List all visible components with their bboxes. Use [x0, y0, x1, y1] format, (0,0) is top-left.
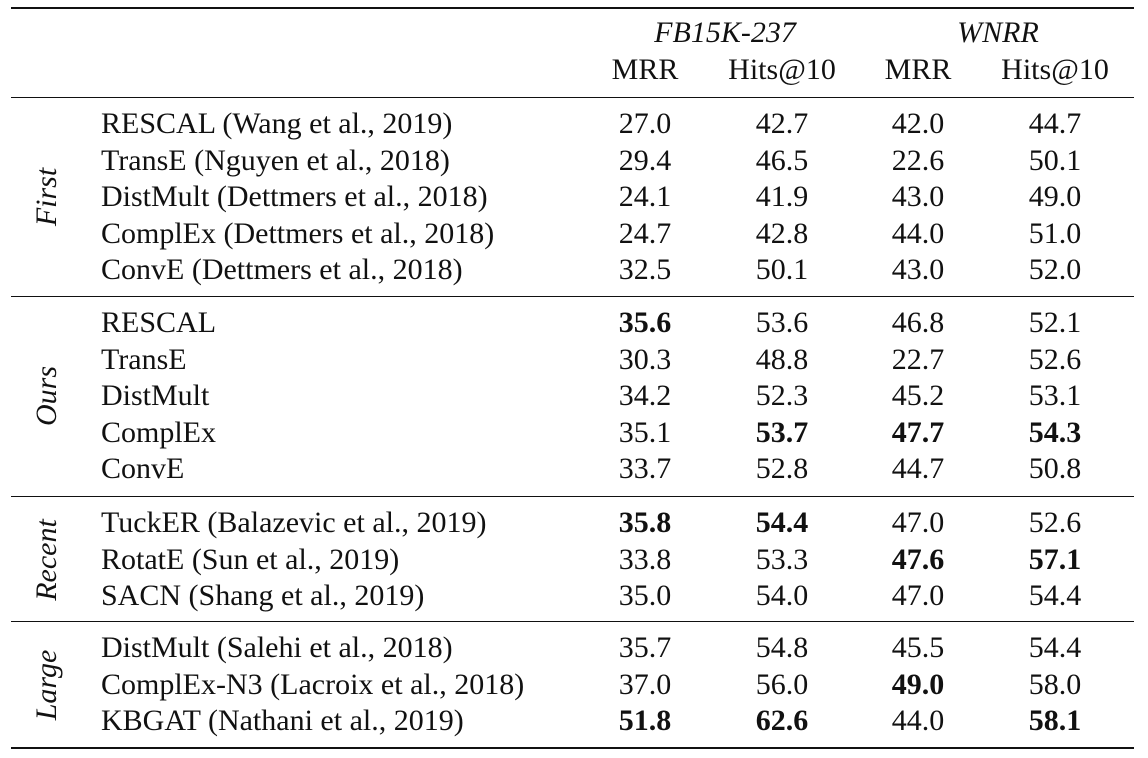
column-header-wn-hits10: Hits@10	[1001, 53, 1109, 86]
metric-cell: 52.8	[755, 452, 809, 485]
metric-cell: 45.2	[891, 379, 945, 412]
model-name: TuckER (Balazevic et al., 2019)	[101, 506, 487, 539]
metric-cell: 47.0	[891, 506, 945, 539]
metric-cell: 50.1	[755, 253, 809, 286]
metric-cell: 33.8	[618, 542, 672, 576]
metric-cell: 44.0	[891, 704, 945, 737]
metric-cell: 54.3	[1028, 415, 1082, 449]
metric-cell: 34.2	[618, 379, 672, 412]
metric-cell: 52.1	[1028, 306, 1082, 339]
metric-cell: 54.4	[755, 506, 809, 539]
group-label: First	[30, 168, 63, 227]
metric-cell: 54.8	[755, 631, 809, 664]
metric-cell: 53.7	[755, 415, 809, 449]
metric-cell: 35.1	[618, 415, 672, 449]
metric-cell: 47.0	[891, 579, 945, 612]
model-name: SACN (Shang et al., 2019)	[101, 579, 425, 612]
metric-cell: 56.0	[755, 667, 809, 701]
metric-cell: 57.1	[1028, 542, 1082, 576]
metric-cell: 35.7	[618, 631, 672, 664]
model-name: DistMult (Salehi et al., 2018)	[101, 631, 453, 664]
top-rule	[11, 7, 1134, 9]
column-header-fb-hits10: Hits@10	[728, 53, 836, 86]
column-header-wn-mrr: MRR	[884, 53, 952, 86]
metric-cell: 35.8	[618, 506, 672, 539]
model-name: ComplEx (Dettmers et al., 2018)	[101, 216, 495, 250]
dataset-header-fb15k237: FB15K-237	[654, 16, 796, 49]
metric-cell: 47.7	[891, 415, 945, 449]
metric-cell: 50.1	[1028, 143, 1082, 177]
metric-cell: 35.0	[618, 579, 672, 612]
model-name: RESCAL (Wang et al., 2019)	[101, 107, 453, 140]
metric-cell: 54.4	[1028, 579, 1082, 612]
metric-cell: 47.6	[891, 542, 945, 576]
metric-cell: 22.7	[891, 342, 945, 376]
metric-cell: 44.7	[1028, 107, 1082, 140]
model-name: ComplEx	[101, 415, 217, 449]
metric-cell: 45.5	[891, 631, 945, 664]
metric-cell: 29.4	[618, 143, 672, 177]
metric-cell: 49.0	[1028, 180, 1082, 213]
metric-cell: 42.8	[755, 216, 809, 250]
metric-cell: 51.8	[618, 704, 672, 737]
metric-cell: 42.0	[891, 107, 945, 140]
metric-cell: 43.0	[891, 180, 945, 213]
group-rule	[11, 97, 1134, 99]
metric-cell: 41.9	[755, 180, 809, 213]
metric-cell: 58.1	[1028, 704, 1082, 737]
metric-cell: 35.6	[618, 306, 672, 339]
model-name: RESCAL	[101, 306, 217, 339]
metric-cell: 42.7	[755, 107, 809, 140]
metric-cell: 54.0	[755, 579, 809, 612]
metric-cell: 53.6	[755, 306, 809, 339]
metric-cell: 49.0	[891, 667, 945, 701]
metric-cell: 46.8	[891, 306, 945, 339]
metric-cell: 46.5	[755, 143, 809, 177]
metric-cell: 44.7	[891, 452, 945, 485]
metric-cell: 44.0	[891, 216, 945, 250]
group-label: Ours	[30, 366, 63, 427]
metric-cell: 33.7	[618, 452, 672, 485]
metric-cell: 43.0	[891, 253, 945, 286]
model-name: TransE (Nguyen et al., 2018)	[101, 143, 450, 177]
column-header-fb-mrr: MRR	[611, 53, 679, 86]
group-rule	[11, 621, 1134, 623]
metric-cell: 27.0	[618, 107, 672, 140]
group-rule	[11, 496, 1134, 498]
metric-cell: 58.0	[1028, 667, 1082, 701]
metric-cell: 53.3	[755, 542, 809, 576]
metric-cell: 37.0	[618, 667, 672, 701]
metric-cell: 53.1	[1028, 379, 1082, 412]
dataset-header-wnrr: WNRR	[957, 16, 1039, 49]
metric-cell: 50.8	[1028, 452, 1082, 485]
group-label: Large	[30, 649, 63, 721]
model-name: DistMult	[101, 379, 210, 412]
model-name: ConvE	[101, 452, 185, 485]
metric-cell: 24.1	[618, 180, 672, 213]
group-rule	[11, 296, 1134, 298]
model-name: ConvE (Dettmers et al., 2018)	[101, 253, 463, 286]
metric-cell: 52.0	[1028, 253, 1082, 286]
metric-cell: 30.3	[618, 342, 672, 376]
model-name: KBGAT (Nathani et al., 2019)	[101, 704, 464, 737]
metric-cell: 54.4	[1028, 631, 1082, 664]
model-name: RotatE (Sun et al., 2019)	[101, 542, 400, 576]
bottom-rule	[11, 747, 1134, 749]
metric-cell: 62.6	[755, 704, 809, 737]
model-name: ComplEx-N3 (Lacroix et al., 2018)	[101, 667, 525, 701]
metric-cell: 48.8	[755, 342, 809, 376]
model-name: TransE	[101, 342, 187, 376]
metric-cell: 32.5	[618, 253, 672, 286]
group-label: Recent	[30, 518, 63, 601]
metric-cell: 24.7	[618, 216, 672, 250]
model-name: DistMult (Dettmers et al., 2018)	[101, 180, 488, 213]
metric-cell: 22.6	[891, 143, 945, 177]
metric-cell: 52.6	[1028, 506, 1082, 539]
metric-cell: 52.6	[1028, 342, 1082, 376]
metric-cell: 52.3	[755, 379, 809, 412]
metric-cell: 51.0	[1028, 216, 1082, 250]
